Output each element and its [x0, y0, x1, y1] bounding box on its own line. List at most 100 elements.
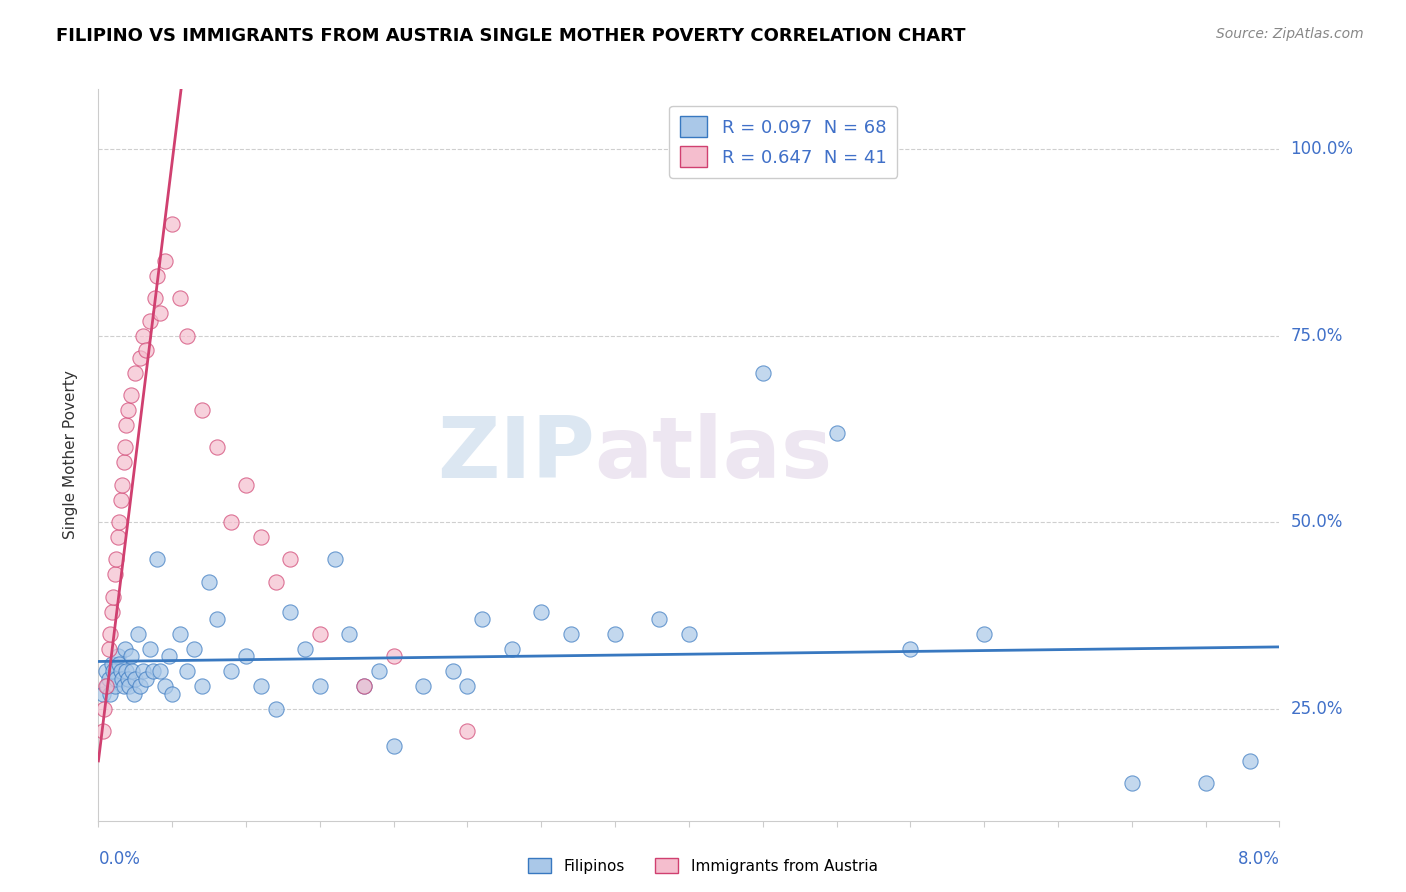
Point — [149, 306, 172, 320]
Point — [191, 403, 214, 417]
Point — [112, 455, 135, 469]
Point — [1195, 776, 1218, 790]
Point — [108, 657, 131, 671]
Point — [457, 679, 479, 693]
Point — [96, 679, 118, 693]
Point — [100, 605, 122, 619]
Point — [114, 642, 136, 657]
Point — [104, 679, 127, 693]
Point — [103, 665, 125, 679]
Point — [205, 441, 228, 455]
Point — [605, 627, 627, 641]
Point — [560, 627, 582, 641]
Point — [169, 627, 191, 641]
Point — [143, 291, 166, 305]
Point — [91, 687, 114, 701]
Point — [108, 515, 131, 529]
Point — [1121, 776, 1143, 790]
Point — [309, 627, 332, 641]
Point — [973, 627, 995, 641]
Text: 25.0%: 25.0% — [1291, 699, 1343, 718]
Text: atlas: atlas — [595, 413, 832, 497]
Point — [368, 665, 391, 679]
Legend: Filipinos, Immigrants from Austria: Filipinos, Immigrants from Austria — [522, 852, 884, 880]
Point — [471, 612, 494, 626]
Point — [280, 605, 302, 619]
Point — [128, 351, 150, 365]
Point — [221, 665, 243, 679]
Point — [752, 366, 775, 380]
Point — [353, 679, 375, 693]
Point — [117, 403, 139, 417]
Point — [530, 605, 553, 619]
Point — [104, 567, 127, 582]
Point — [235, 477, 257, 491]
Text: 50.0%: 50.0% — [1291, 513, 1343, 531]
Point — [900, 642, 922, 657]
Text: 8.0%: 8.0% — [1237, 850, 1279, 869]
Point — [111, 477, 134, 491]
Text: 0.0%: 0.0% — [98, 850, 141, 869]
Point — [153, 679, 176, 693]
Point — [103, 590, 125, 604]
Point — [294, 642, 316, 657]
Point — [264, 574, 287, 589]
Point — [264, 701, 287, 715]
Point — [107, 530, 129, 544]
Point — [323, 552, 346, 566]
Point — [457, 724, 479, 739]
Point — [132, 328, 155, 343]
Point — [183, 642, 205, 657]
Point — [162, 217, 183, 231]
Point — [191, 679, 214, 693]
Point — [128, 679, 150, 693]
Point — [153, 253, 176, 268]
Point — [280, 552, 302, 566]
Point — [235, 649, 257, 664]
Point — [135, 343, 157, 358]
Point — [146, 552, 169, 566]
Point — [124, 672, 146, 686]
Point — [118, 679, 141, 693]
Point — [91, 724, 114, 739]
Point — [250, 530, 273, 544]
Point — [120, 388, 142, 402]
Point — [162, 687, 183, 701]
Point — [107, 649, 129, 664]
Point — [205, 612, 228, 626]
Point — [97, 672, 120, 686]
Point — [353, 679, 375, 693]
Point — [149, 665, 172, 679]
Point — [112, 679, 135, 693]
Point — [122, 687, 145, 701]
Point — [97, 642, 120, 657]
Point — [98, 627, 121, 641]
Point — [142, 665, 165, 679]
Point — [120, 649, 142, 664]
Text: ZIP: ZIP — [437, 413, 595, 497]
Point — [501, 642, 523, 657]
Text: Source: ZipAtlas.com: Source: ZipAtlas.com — [1216, 27, 1364, 41]
Point — [250, 679, 273, 693]
Point — [198, 574, 221, 589]
Point — [105, 552, 128, 566]
Point — [339, 627, 361, 641]
Point — [169, 291, 191, 305]
Point — [110, 665, 132, 679]
Point — [139, 642, 162, 657]
Point — [115, 418, 138, 433]
Point — [412, 679, 434, 693]
Point — [132, 665, 155, 679]
Point — [94, 665, 117, 679]
Point — [124, 366, 146, 380]
Point — [121, 665, 143, 679]
Text: FILIPINO VS IMMIGRANTS FROM AUSTRIA SINGLE MOTHER POVERTY CORRELATION CHART: FILIPINO VS IMMIGRANTS FROM AUSTRIA SING… — [56, 27, 966, 45]
Point — [678, 627, 700, 641]
Point — [139, 313, 162, 327]
Point — [105, 672, 128, 686]
Y-axis label: Single Mother Poverty: Single Mother Poverty — [63, 370, 77, 540]
Point — [221, 515, 243, 529]
Point — [94, 679, 117, 693]
Point — [382, 739, 405, 753]
Legend: R = 0.097  N = 68, R = 0.647  N = 41: R = 0.097 N = 68, R = 0.647 N = 41 — [669, 105, 897, 178]
